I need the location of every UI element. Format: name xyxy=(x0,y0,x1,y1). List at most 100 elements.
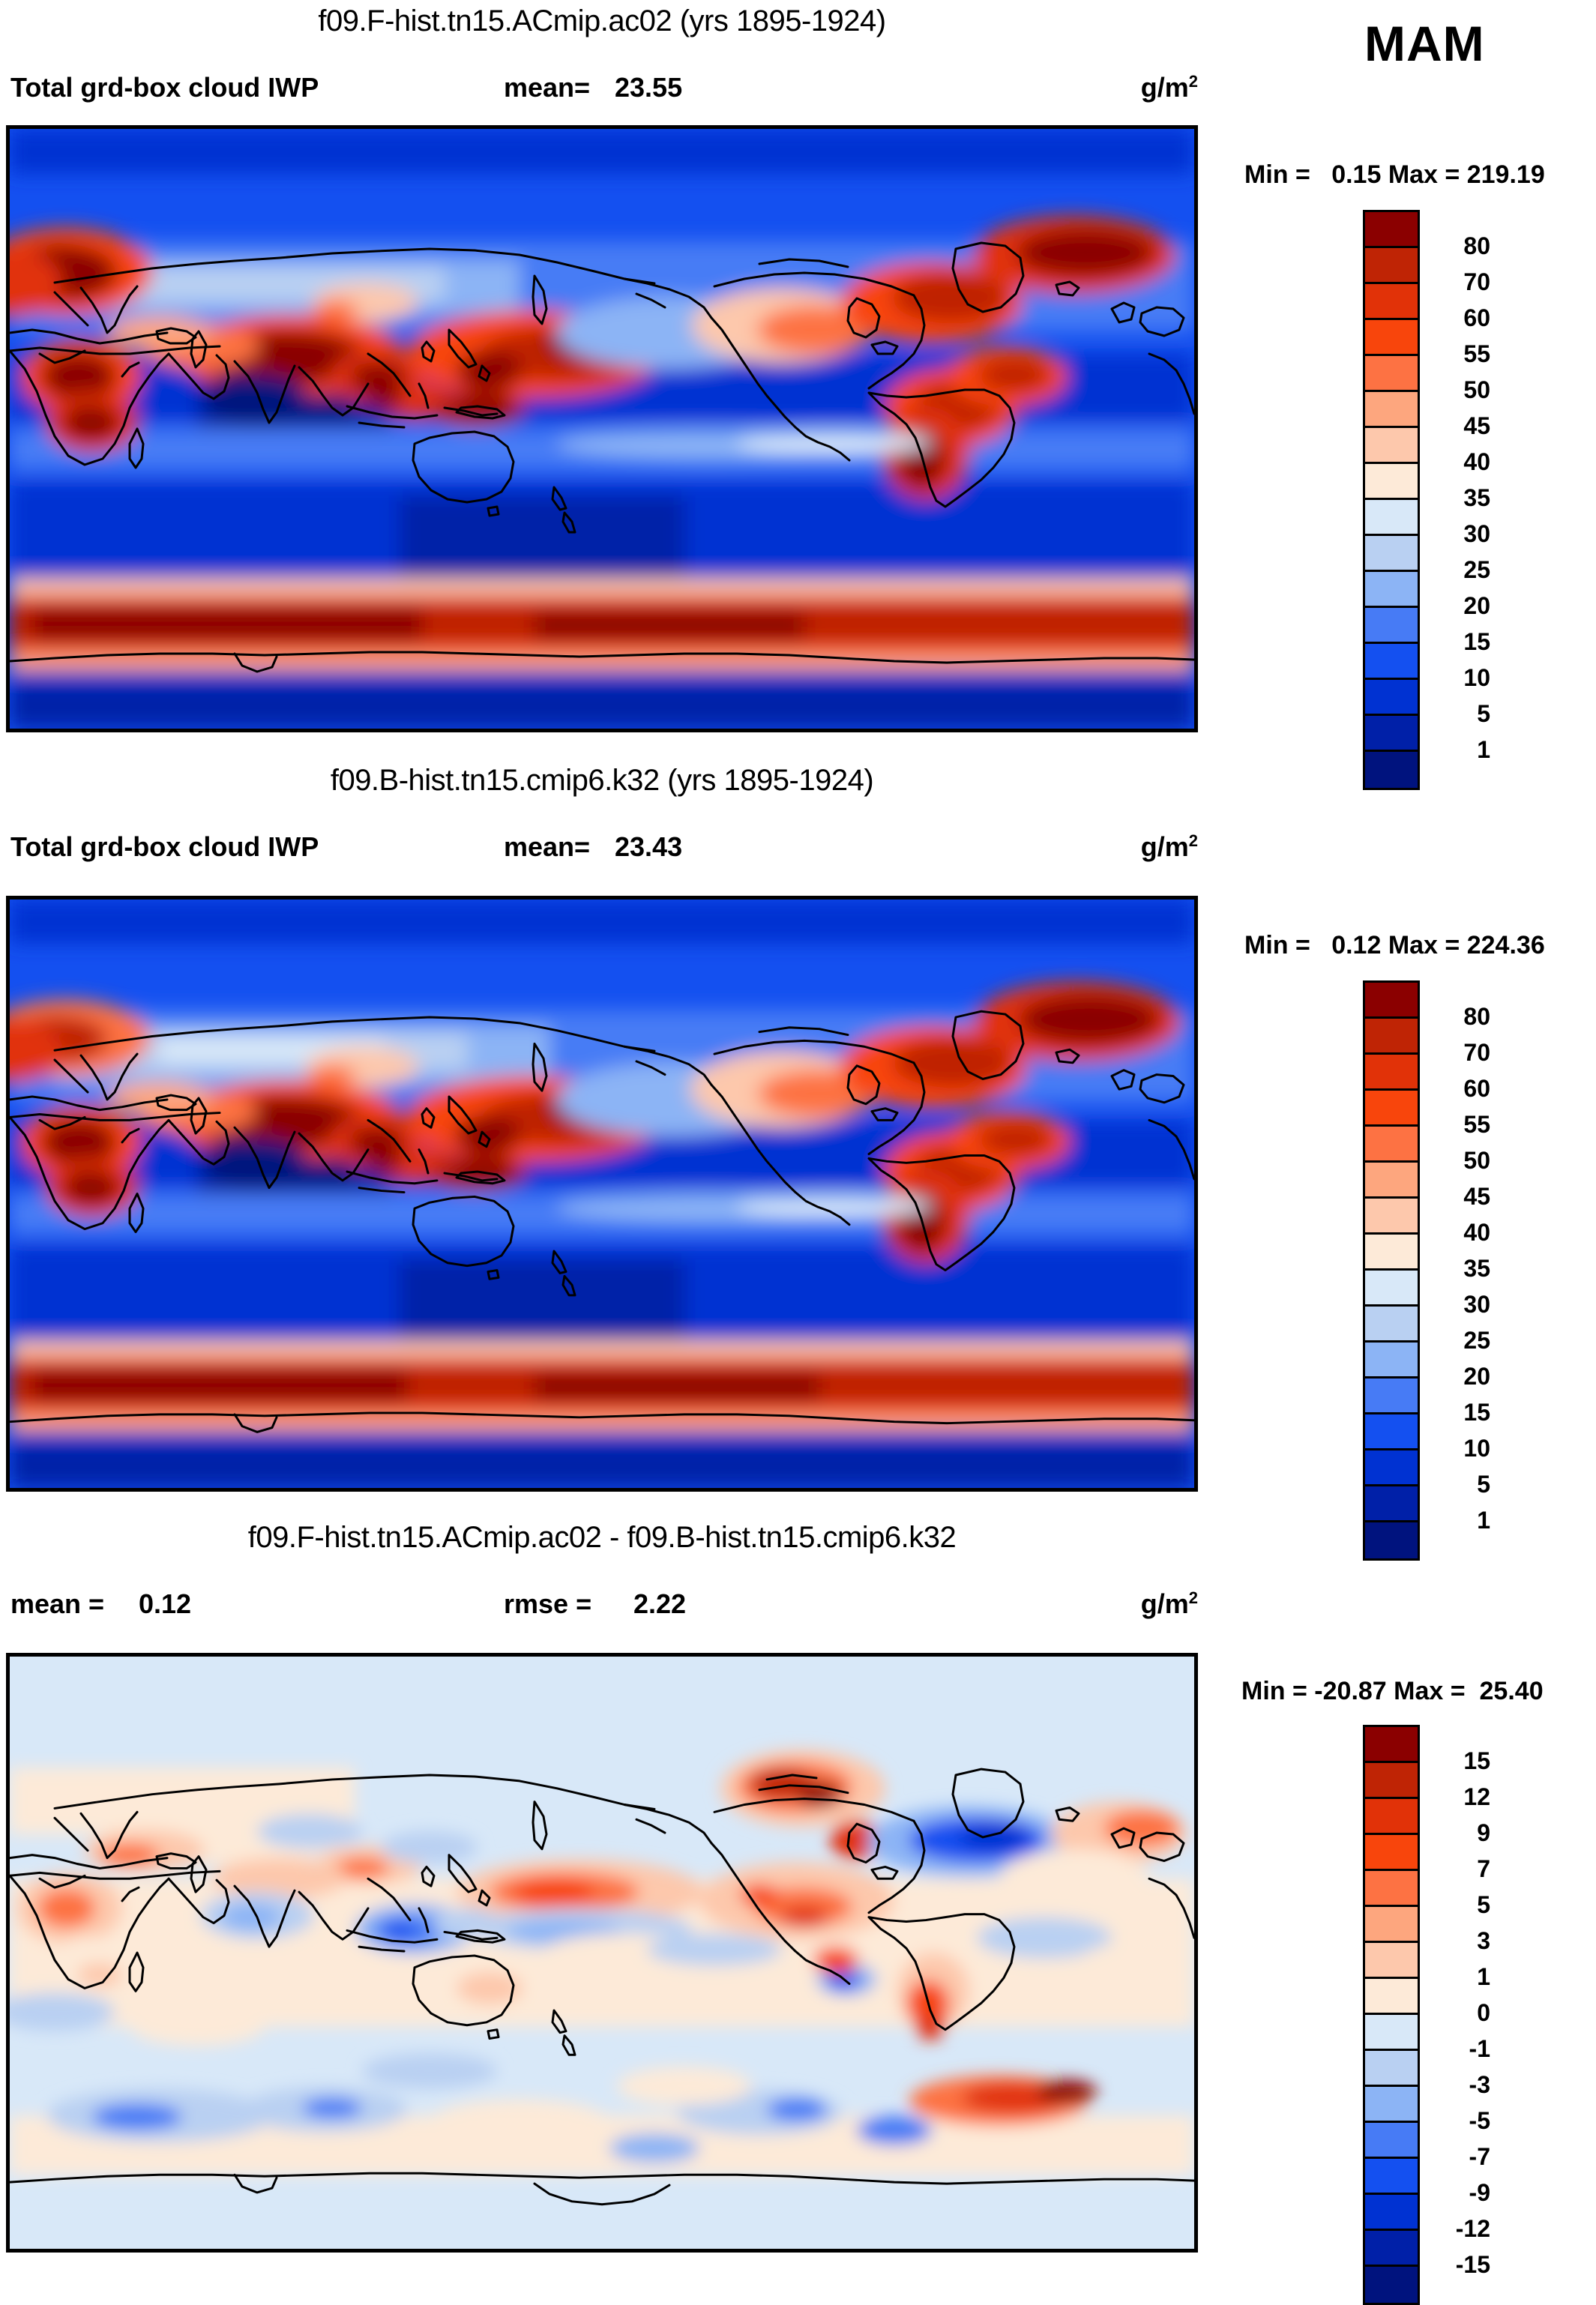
colorbar-segment xyxy=(1365,1091,1418,1127)
panel-1-stats: Total grd-box cloud IWP mean= 23.55 g/m2 xyxy=(0,72,1204,109)
colorbar-segment xyxy=(1365,2123,1418,2159)
colorbar-segment xyxy=(1365,1943,1418,1979)
panel-3-min-value: -20.87 xyxy=(1314,1677,1387,1705)
colorbar-tick-label: 10 xyxy=(1463,664,1490,691)
colorbar-tick-label: 12 xyxy=(1463,1783,1490,1810)
panel-2-field-label: Total grd-box cloud IWP xyxy=(10,831,319,862)
colorbar-segment xyxy=(1365,1163,1418,1199)
colorbar-tick-label: 50 xyxy=(1463,376,1490,403)
colorbar-tick-label: -15 xyxy=(1455,2251,1490,2278)
colorbar-segment xyxy=(1365,2015,1418,2051)
panel-3-max-label: Max = xyxy=(1394,1677,1466,1705)
colorbar-segment xyxy=(1365,320,1418,356)
panel-2-mean-value: 23.43 xyxy=(615,831,683,862)
colorbar-tick-label: 30 xyxy=(1463,520,1490,547)
colorbar-segment xyxy=(1365,1235,1418,1271)
colorbar-tick-label: 50 xyxy=(1463,1147,1490,1174)
panel-3-title: f09.F-hist.tn15.ACmip.ac02 - f09.B-hist.… xyxy=(247,1521,957,1554)
colorbar-segment xyxy=(1365,1307,1418,1343)
colorbar-segment xyxy=(1365,2267,1418,2303)
colorbar-segment xyxy=(1365,1055,1418,1091)
season-label: MAM xyxy=(1364,16,1485,71)
colorbar-tick-label: -3 xyxy=(1469,2071,1490,2098)
colorbar-tick-label: 55 xyxy=(1463,340,1490,367)
colorbar-tick-label: 80 xyxy=(1463,1003,1490,1030)
colorbar-tick-label: 10 xyxy=(1463,1435,1490,1462)
colorbar-segment xyxy=(1365,644,1418,680)
colorbar-segment xyxy=(1365,1019,1418,1055)
panel-1-mean-value: 23.55 xyxy=(615,72,683,103)
panel-3-units: g/m2 xyxy=(1140,1588,1198,1619)
colorbar-tick-label: 35 xyxy=(1463,1255,1490,1282)
colorbar-tick-label: 70 xyxy=(1463,1039,1490,1066)
colorbar-segment xyxy=(1365,2051,1418,2087)
panel-2-min-value: 0.12 xyxy=(1331,931,1382,959)
colorbar-segment xyxy=(1365,1835,1418,1871)
colorbar-tick-label: -7 xyxy=(1469,2143,1490,2170)
colorbar-tick-label: 25 xyxy=(1463,556,1490,583)
panel-1-colorbar-minmax: Min = 0.15 Max = 219.19 xyxy=(1244,160,1545,190)
panel-3-min-label: Min = xyxy=(1241,1677,1307,1705)
colorbar-tick-label: 3 xyxy=(1477,1927,1490,1954)
panel-1-max-label: Max = xyxy=(1388,160,1460,189)
colorbar-segment xyxy=(1365,1727,1418,1763)
colorbar-segment xyxy=(1365,356,1418,392)
colorbar-segment xyxy=(1365,752,1418,788)
colorbar-segment xyxy=(1365,1199,1418,1235)
panel-1-map-svg xyxy=(10,129,1194,729)
colorbar-tick-label: 60 xyxy=(1463,304,1490,331)
panel-2-min-label: Min = xyxy=(1244,931,1310,959)
panel-1-colorbar-bar[interactable] xyxy=(1363,210,1420,790)
colorbar-tick-label: -1 xyxy=(1469,2035,1490,2062)
colorbar-tick-label: 60 xyxy=(1463,1075,1490,1102)
panel-1-field-label: Total grd-box cloud IWP xyxy=(10,72,319,103)
colorbar-tick-label: -9 xyxy=(1469,2179,1490,2206)
colorbar-segment xyxy=(1365,983,1418,1019)
panel-3-max-value: 25.40 xyxy=(1479,1677,1544,1705)
panel-1-min-label: Min = xyxy=(1244,160,1310,189)
colorbar-tick-label: 15 xyxy=(1463,1747,1490,1774)
panel-1-max-value: 219.19 xyxy=(1466,160,1545,189)
panel-2-max-label: Max = xyxy=(1388,931,1460,959)
colorbar-segment xyxy=(1365,608,1418,644)
colorbar-tick-label: 25 xyxy=(1463,1327,1490,1354)
colorbar-tick-label: 70 xyxy=(1463,268,1490,295)
colorbar-segment xyxy=(1365,1907,1418,1943)
panel-2-map xyxy=(6,896,1198,1492)
panel-2-colorbar-bar[interactable] xyxy=(1363,980,1420,1561)
colorbar-tick-label: 5 xyxy=(1477,1891,1490,1918)
colorbar-segment xyxy=(1365,1414,1418,1450)
panel-2-max-value: 224.36 xyxy=(1466,931,1545,959)
colorbar-tick-label: 80 xyxy=(1463,232,1490,259)
panel-1-title: f09.F-hist.tn15.ACmip.ac02 (yrs 1895-192… xyxy=(318,4,886,37)
colorbar-tick-label: 40 xyxy=(1463,1219,1490,1246)
panel-3-colorbar-bar[interactable] xyxy=(1363,1725,1420,2305)
colorbar-segment xyxy=(1365,1127,1418,1163)
panel-3-map-svg xyxy=(10,1657,1194,2249)
colorbar-segment xyxy=(1365,2231,1418,2267)
colorbar-tick-label: 45 xyxy=(1463,1183,1490,1210)
colorbar-segment xyxy=(1365,428,1418,464)
colorbar-tick-label: 5 xyxy=(1477,1471,1490,1498)
colorbar-tick-label: 20 xyxy=(1463,592,1490,619)
colorbar-segment xyxy=(1365,464,1418,500)
panel-1-units: g/m2 xyxy=(1140,72,1198,103)
panel-2-units: g/m2 xyxy=(1140,831,1198,862)
colorbar-tick-label: 45 xyxy=(1463,412,1490,439)
colorbar-tick-label: -12 xyxy=(1455,2215,1490,2242)
colorbar-segment xyxy=(1365,392,1418,428)
panel-3-mean-value: 0.12 xyxy=(139,1588,192,1619)
colorbar-segment xyxy=(1365,284,1418,320)
colorbar-segment xyxy=(1365,1979,1418,2015)
colorbar-segment xyxy=(1365,1799,1418,1835)
colorbar-segment xyxy=(1365,1763,1418,1799)
panel-1-min-value: 0.15 xyxy=(1331,160,1382,189)
panel-3-rmse-label: rmse = xyxy=(504,1588,592,1619)
colorbar-segment xyxy=(1365,1522,1418,1558)
panel-2-mean-label: mean= xyxy=(504,831,591,862)
colorbar-segment xyxy=(1365,2159,1418,2195)
colorbar-segment xyxy=(1365,536,1418,572)
colorbar-tick-label: 1 xyxy=(1477,1507,1490,1534)
colorbar-segment xyxy=(1365,1343,1418,1379)
colorbar-tick-label: 55 xyxy=(1463,1111,1490,1138)
